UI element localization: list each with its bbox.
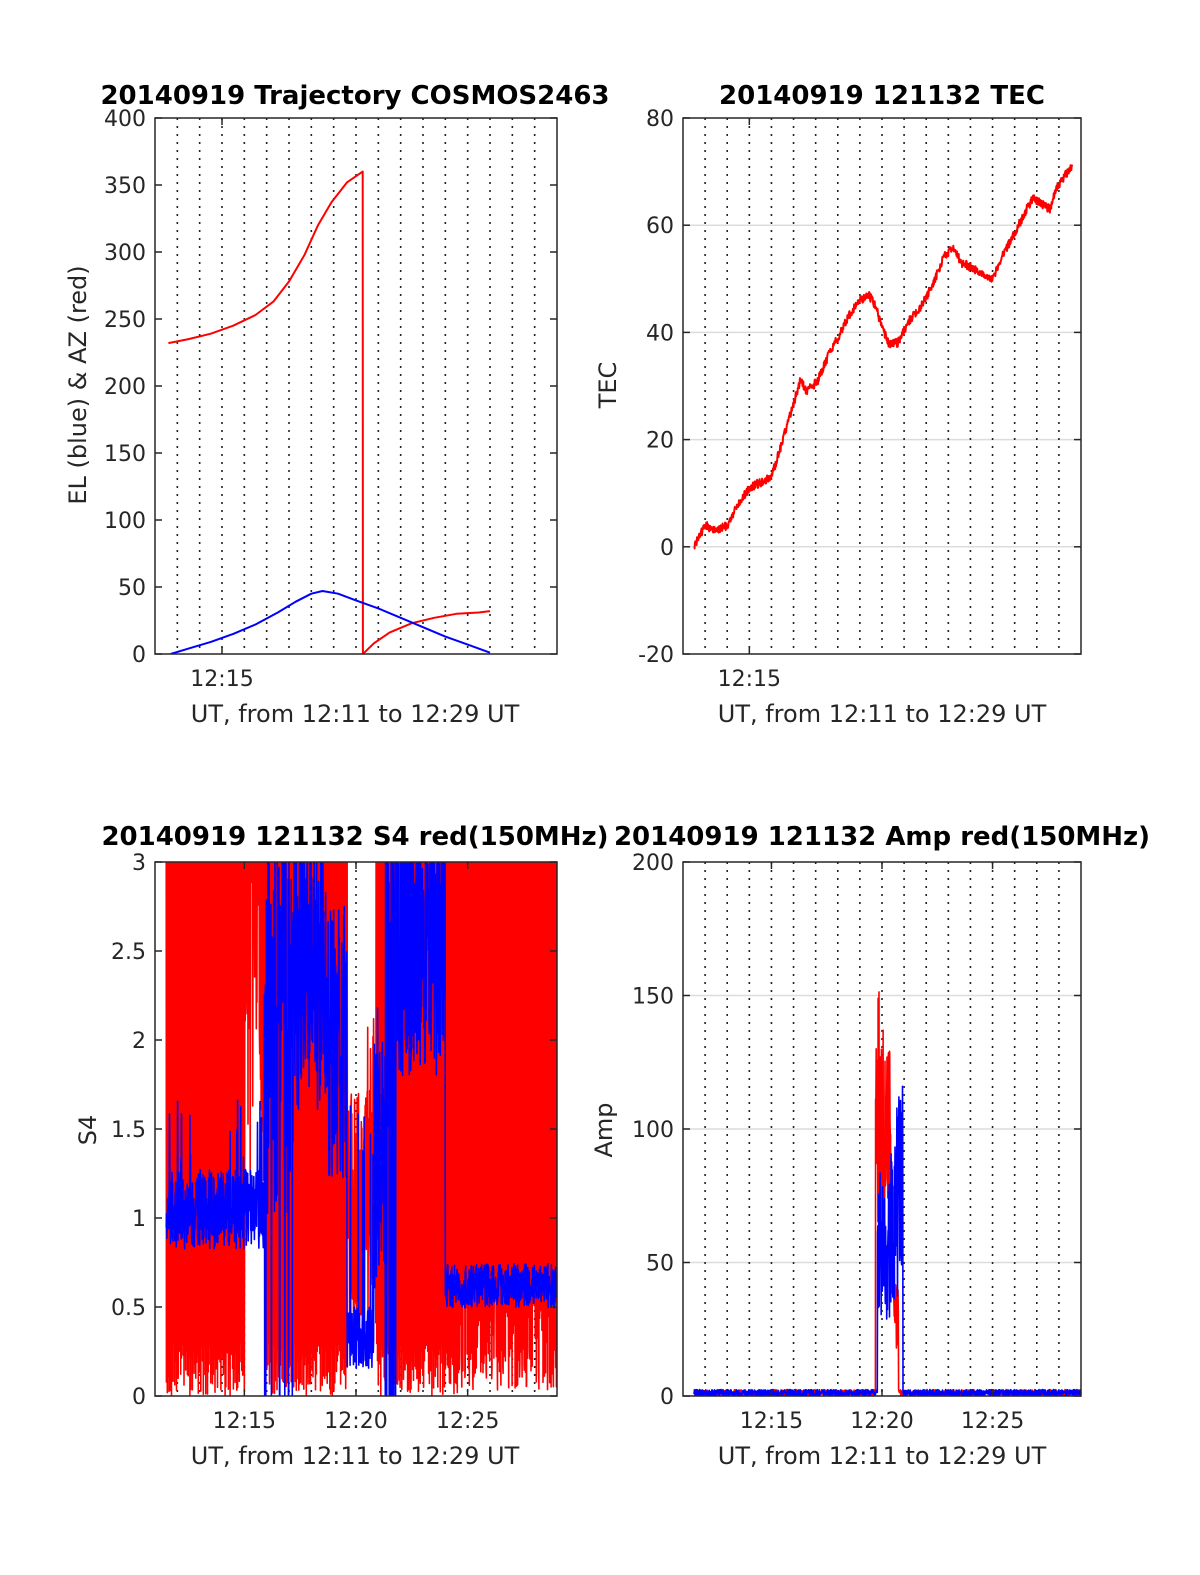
tec-red-series-line — [693, 164, 1074, 550]
tec-ytick-label: 80 — [646, 107, 674, 132]
s4-xlabel: UT, from 12:11 to 12:29 UT — [191, 1442, 520, 1470]
tec-ytick-label: 20 — [646, 429, 674, 454]
s4-xtick-label: 12:25 — [436, 1409, 499, 1434]
tec-xtick-label: 12:15 — [718, 667, 781, 692]
s4-xtick-label: 12:20 — [324, 1409, 387, 1434]
trajectory-title: 20140919 Trajectory COSMOS2463 — [100, 81, 609, 111]
s4-ytick-label: 2 — [132, 1029, 146, 1054]
trajectory-ytick-label: 150 — [104, 442, 146, 467]
amp-xtick-label: 12:15 — [740, 1409, 803, 1434]
amp-ytick-label: 150 — [632, 985, 674, 1010]
tec-ytick-label: 40 — [646, 321, 674, 346]
amp-ytick-label: 0 — [660, 1385, 674, 1410]
trajectory-ytick-label: 100 — [104, 509, 146, 534]
amp-ylabel: Amp — [590, 1102, 618, 1157]
tec-ylabel: TEC — [594, 362, 622, 410]
tec-ytick-label: 60 — [646, 214, 674, 239]
trajectory-xtick-label: 12:15 — [190, 667, 253, 692]
amp-panel: UT, from 12:11 to 12:29 UT Amp 0 50 100 150… — [590, 822, 1150, 1470]
trajectory-ytick-label: 0 — [132, 643, 146, 668]
tec-ytick-label: 0 — [660, 536, 674, 561]
amp-blue-series-line — [693, 1085, 1081, 1396]
trajectory-xlabel: UT, from 12:11 to 12:29 UT — [191, 700, 520, 728]
s4-ytick-label: 0 — [132, 1385, 146, 1410]
amp-title: 20140919 121132 Amp red(150MHz) — [614, 822, 1150, 852]
amp-xlabel: UT, from 12:11 to 12:29 UT — [718, 1442, 1047, 1470]
trajectory-ytick-label: 400 — [104, 107, 146, 132]
s4-title: 20140919 121132 S4 red(150MHz) — [101, 822, 608, 852]
amp-xtick-label: 12:25 — [961, 1409, 1024, 1434]
s4-panel: UT, from 12:11 to 12:29 UT S4 0 0.5 1 1.5 2 2… — [74, 822, 609, 1470]
trajectory-ytick-label: 50 — [118, 576, 146, 601]
trajectory-ytick-label: 250 — [104, 308, 146, 333]
s4-ytick-label: 3 — [132, 851, 146, 876]
trajectory-ytick-label: 350 — [104, 174, 146, 199]
s4-ytick-label: 1 — [132, 1207, 146, 1232]
tec-panel: UT, from 12:11 to 12:29 UT TEC -20 0 20 40 6… — [594, 81, 1082, 728]
trajectory-blue-series-line — [170, 590, 491, 654]
trajectory-ylabel: EL (blue) & AZ (red) — [64, 265, 92, 504]
amp-ytick-label: 100 — [632, 1118, 674, 1143]
s4-ytick-label: 1.5 — [111, 1118, 146, 1143]
trajectory-ytick-label: 300 — [104, 241, 146, 266]
s4-red-series-line — [165, 862, 557, 1396]
tec-title: 20140919 121132 TEC — [719, 81, 1045, 111]
amp-ytick-label: 200 — [632, 851, 674, 876]
trajectory-panel: UT, from 12:11 to 12:29 UT EL (blue) & A… — [64, 81, 610, 728]
s4-xtick-label: 12:15 — [213, 1409, 276, 1434]
trajectory-red-series-line — [168, 170, 491, 654]
tec-ytick-label: -20 — [638, 643, 674, 668]
amp-ytick-label: 50 — [646, 1252, 674, 1277]
amp-xtick-label: 12:20 — [850, 1409, 913, 1434]
trajectory-ytick-label: 200 — [104, 375, 146, 400]
s4-blue-series-line — [165, 862, 557, 1396]
tec-axes-frame — [682, 117, 1082, 655]
s4-ytick-label: 2.5 — [111, 940, 146, 965]
s4-ylabel: S4 — [74, 1115, 102, 1146]
s4-ytick-label: 0.5 — [111, 1296, 146, 1321]
tec-xlabel: UT, from 12:11 to 12:29 UT — [718, 700, 1047, 728]
